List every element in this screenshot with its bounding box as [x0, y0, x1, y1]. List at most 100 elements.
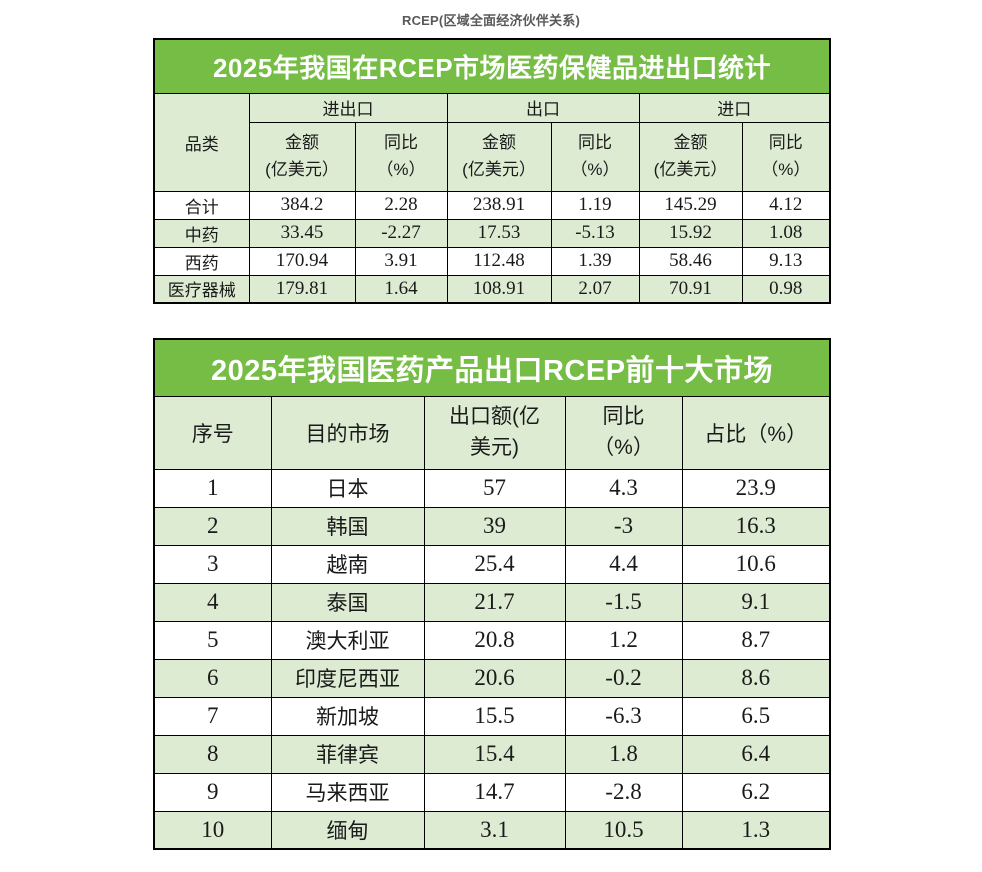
table-row: 医疗器械 179.81 1.64 108.91 2.07 70.91 0.98 [153, 274, 831, 304]
market-cell: 澳大利亚 [270, 620, 425, 660]
value-cell: 17.53 [446, 218, 552, 248]
value-cell: 384.2 [248, 190, 356, 220]
column-header-export-amount: 出口额(亿 美元) [423, 395, 566, 470]
rcep-top-markets-table: 2025年我国医药产品出口RCEP前十大市场 序号 目的市场 出口额(亿 美元)… [153, 338, 832, 850]
rank-cell: 8 [153, 734, 272, 774]
table-row: 4 泰国 21.7 -1.5 9.1 [153, 582, 831, 622]
yoy-cell: 1.8 [564, 734, 683, 774]
rank-cell: 3 [153, 544, 272, 584]
value-cell: 9.13 [741, 246, 831, 276]
table-row: 7 新加坡 15.5 -6.3 6.5 [153, 696, 831, 736]
market-cell: 泰国 [270, 582, 425, 622]
value-cell: 108.91 [446, 274, 552, 304]
export-cell: 15.4 [423, 734, 566, 774]
market-cell: 缅甸 [270, 810, 425, 850]
category-cell: 合计 [153, 190, 250, 220]
share-cell: 9.1 [681, 582, 831, 622]
table-row: 8 菲律宾 15.4 1.8 6.4 [153, 734, 831, 774]
value-cell: 70.91 [638, 274, 743, 304]
yoy-cell: -1.5 [564, 582, 683, 622]
share-cell: 10.6 [681, 544, 831, 584]
table-title-row: 2025年我国在RCEP市场医药保健品进出口统计 [153, 38, 831, 94]
export-cell: 14.7 [423, 772, 566, 812]
value-cell: 15.92 [638, 218, 743, 248]
table-row: 6 印度尼西亚 20.6 -0.2 8.6 [153, 658, 831, 698]
rank-cell: 1 [153, 468, 272, 508]
yoy-cell: -6.3 [564, 696, 683, 736]
rank-cell: 9 [153, 772, 272, 812]
export-cell: 39 [423, 506, 566, 546]
value-cell: 1.08 [741, 218, 831, 248]
column-header-yoy: 同比 （%） [741, 121, 831, 192]
value-cell: 145.29 [638, 190, 743, 220]
export-cell: 20.6 [423, 658, 566, 698]
export-cell: 3.1 [423, 810, 566, 850]
table1-group-header-row: 品类 进出口 出口 进口 [153, 92, 831, 192]
value-cell: 1.39 [550, 246, 640, 276]
category-cell: 中药 [153, 218, 250, 248]
yoy-cell: 4.4 [564, 544, 683, 584]
yoy-cell: -3 [564, 506, 683, 546]
value-cell: 58.46 [638, 246, 743, 276]
column-header-yoy: 同比 （%） [564, 395, 683, 470]
column-header-share: 占比（%） [681, 395, 831, 470]
export-cell: 25.4 [423, 544, 566, 584]
table-row: 9 马来西亚 14.7 -2.8 6.2 [153, 772, 831, 812]
rank-cell: 10 [153, 810, 272, 850]
value-cell: -5.13 [550, 218, 640, 248]
column-group-export: 出口 [446, 92, 640, 123]
table-row: 合计 384.2 2.28 238.91 1.19 145.29 4.12 [153, 190, 831, 220]
category-cell: 西药 [153, 246, 250, 276]
rank-cell: 7 [153, 696, 272, 736]
share-cell: 23.9 [681, 468, 831, 508]
share-cell: 8.7 [681, 620, 831, 660]
table1-title: 2025年我国在RCEP市场医药保健品进出口统计 [153, 38, 831, 94]
value-cell: 1.64 [354, 274, 448, 304]
market-cell: 韩国 [270, 506, 425, 546]
yoy-cell: 10.5 [564, 810, 683, 850]
rcep-trade-stats-table: 2025年我国在RCEP市场医药保健品进出口统计 品类 进出口 出口 进口 金额… [153, 38, 832, 304]
value-cell: -2.27 [354, 218, 448, 248]
rank-cell: 2 [153, 506, 272, 546]
value-cell: 2.07 [550, 274, 640, 304]
share-cell: 16.3 [681, 506, 831, 546]
column-header-rank: 序号 [153, 395, 272, 470]
export-cell: 21.7 [423, 582, 566, 622]
share-cell: 1.3 [681, 810, 831, 850]
table-row: 5 澳大利亚 20.8 1.2 8.7 [153, 620, 831, 660]
value-cell: 238.91 [446, 190, 552, 220]
value-cell: 112.48 [446, 246, 552, 276]
yoy-cell: -2.8 [564, 772, 683, 812]
value-cell: 0.98 [741, 274, 831, 304]
share-cell: 8.6 [681, 658, 831, 698]
table-row: 2 韩国 39 -3 16.3 [153, 506, 831, 546]
value-cell: 179.81 [248, 274, 356, 304]
yoy-cell: 1.2 [564, 620, 683, 660]
market-cell: 日本 [270, 468, 425, 508]
table-row: 3 越南 25.4 4.4 10.6 [153, 544, 831, 584]
share-cell: 6.4 [681, 734, 831, 774]
market-cell: 菲律宾 [270, 734, 425, 774]
table2-header-row: 序号 目的市场 出口额(亿 美元) 同比 （%） 占比（%） [153, 395, 831, 470]
rank-cell: 6 [153, 658, 272, 698]
column-header-amount: 金额 (亿美元） [638, 121, 743, 192]
value-cell: 4.12 [741, 190, 831, 220]
value-cell: 3.91 [354, 246, 448, 276]
table2-title: 2025年我国医药产品出口RCEP前十大市场 [153, 338, 831, 397]
column-header-yoy: 同比 （%） [354, 121, 448, 192]
value-cell: 33.45 [248, 218, 356, 248]
market-cell: 印度尼西亚 [270, 658, 425, 698]
export-cell: 20.8 [423, 620, 566, 660]
table1-sub-header-row: 金额 (亿美元） 同比 （%） 金额 (亿美元） 同比 （%） 金额 (亿美元）… [154, 121, 831, 192]
yoy-cell: -0.2 [564, 658, 683, 698]
rank-cell: 4 [153, 582, 272, 622]
column-group-import-export: 进出口 [248, 92, 448, 123]
column-header-amount: 金额 (亿美元） [446, 121, 552, 192]
market-cell: 越南 [270, 544, 425, 584]
value-cell: 2.28 [354, 190, 448, 220]
table-row: 10 缅甸 3.1 10.5 1.3 [153, 810, 831, 850]
table-row: 中药 33.45 -2.27 17.53 -5.13 15.92 1.08 [153, 218, 831, 248]
export-cell: 15.5 [423, 696, 566, 736]
column-group-import: 进口 [638, 92, 831, 123]
column-header-amount: 金额 (亿美元） [248, 121, 356, 192]
